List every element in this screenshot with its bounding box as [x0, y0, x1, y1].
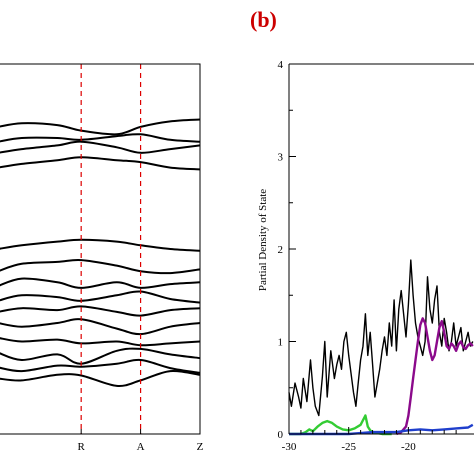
pdos-panel: (b) Partial Density of State 0 1 2 3 4 -30 -25…: [250, 7, 474, 453]
kpoint-lines-group: [80, 64, 142, 434]
pdos-ytick-label: 0: [278, 429, 284, 441]
band-line: [0, 358, 201, 374]
band-xtick-label: Z: [197, 441, 204, 453]
pdos-series-line: [395, 317, 474, 436]
band-xtick-label: R: [78, 441, 86, 453]
pdos-xtick-label: -30: [282, 441, 297, 453]
band-line: [0, 369, 201, 387]
band-line: [0, 156, 201, 171]
band-line: [0, 238, 201, 252]
band-lines-group: [0, 118, 201, 387]
pdos-ytick-label: 2: [278, 244, 284, 256]
panel-label-b: (b): [250, 7, 277, 32]
band-line: [0, 347, 201, 365]
pdos-xtick-label: -20: [401, 441, 416, 453]
band-line: [0, 258, 201, 275]
band-line: [0, 140, 201, 154]
band-line: [0, 305, 201, 317]
pdos-y-axis-label: Partial Density of State: [257, 189, 269, 291]
pdos-xtick-label: -25: [341, 441, 356, 453]
band-line: [0, 133, 201, 143]
band-plot-frame: [0, 63, 201, 435]
band-line: [0, 337, 201, 347]
pdos-axes-group: 0 1 2 3 4 -30 -25 -20: [278, 59, 474, 453]
band-line: [0, 118, 201, 136]
band-line: [0, 318, 201, 336]
band-line: [0, 277, 201, 289]
pdos-ytick-label: 1: [278, 337, 284, 349]
band-line: [0, 290, 201, 304]
pdos-series-group: [288, 259, 474, 436]
band-xtick-label: A: [137, 441, 145, 453]
pdos-ytick-label: 3: [278, 152, 284, 164]
pdos-series-line: [288, 259, 474, 417]
pdos-ytick-label: 4: [278, 59, 284, 71]
